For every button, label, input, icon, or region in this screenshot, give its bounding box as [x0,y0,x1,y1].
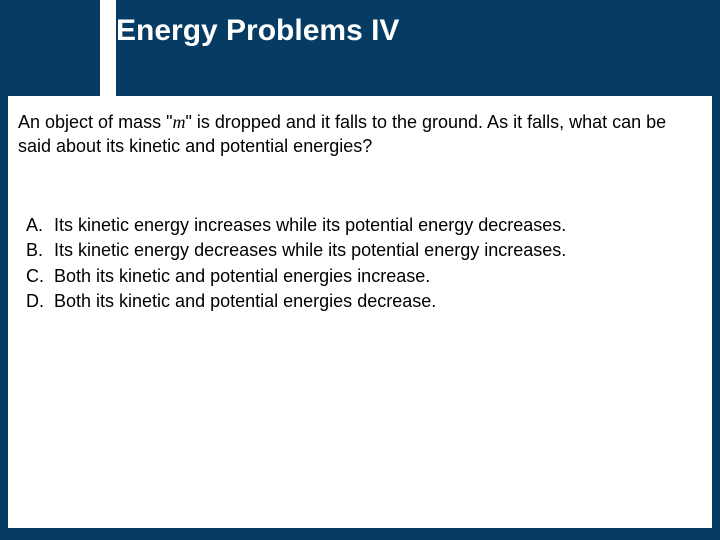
answer-letter: C. [26,265,54,288]
question-pre: An object of mass " [18,112,172,132]
slide: Energy Problems IV An object of mass "m"… [0,0,720,540]
answer-list: A. Its kinetic energy increases while it… [26,214,696,316]
header-band: Energy Problems IV [0,0,720,96]
slide-title: Energy Problems IV [116,14,399,48]
answer-option: B. Its kinetic energy decreases while it… [26,239,696,262]
answer-text: Its kinetic energy increases while its p… [54,214,696,237]
answer-text: Both its kinetic and potential energies … [54,290,696,313]
answer-letter: D. [26,290,54,313]
question-text: An object of mass "m" is dropped and it … [18,110,702,159]
question-variable: m [172,112,185,132]
answer-option: C. Both its kinetic and potential energi… [26,265,696,288]
answer-text: Both its kinetic and potential energies … [54,265,696,288]
answer-text: Its kinetic energy decreases while its p… [54,239,696,262]
answer-option: A. Its kinetic energy increases while it… [26,214,696,237]
answer-letter: A. [26,214,54,237]
header-accent [100,0,116,96]
answer-option: D. Both its kinetic and potential energi… [26,290,696,313]
content-area: An object of mass "m" is dropped and it … [8,96,712,528]
answer-letter: B. [26,239,54,262]
